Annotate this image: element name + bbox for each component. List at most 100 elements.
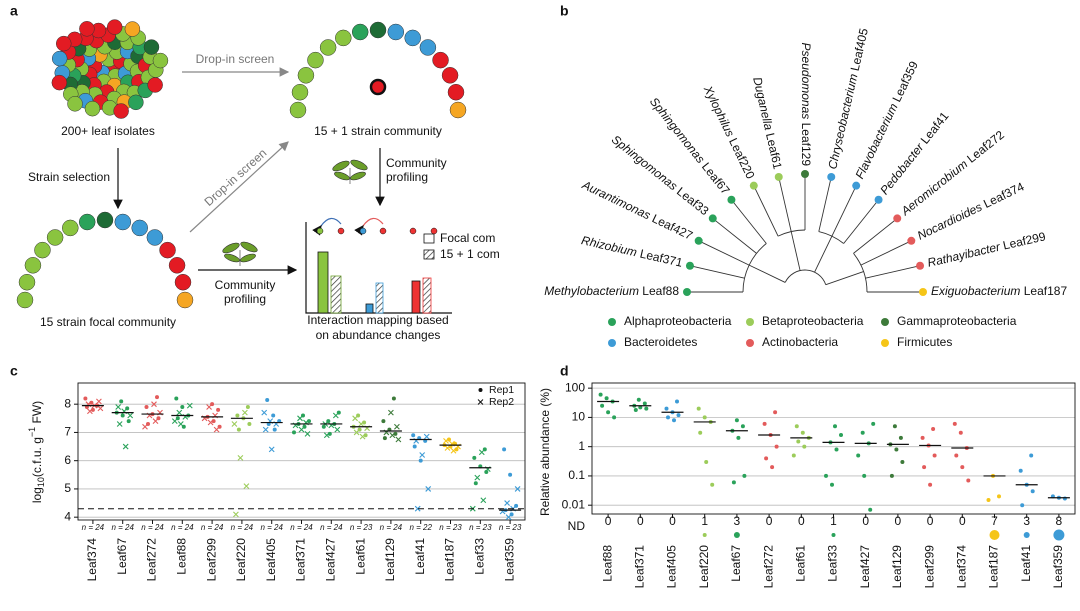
x-tick-label: Leaf299 xyxy=(922,545,936,589)
x-tick-label: Leaf371 xyxy=(632,545,646,589)
point xyxy=(889,473,894,478)
x-tick-label: Leaf129 xyxy=(383,538,397,582)
legend-dot xyxy=(881,339,889,347)
point xyxy=(142,423,148,430)
strain xyxy=(62,219,79,237)
strain: Leaf187 xyxy=(1024,284,1068,298)
n-label: n = 22 xyxy=(409,523,432,532)
dot xyxy=(359,227,367,235)
nd-count: 8 xyxy=(1056,514,1063,528)
strain: Leaf405 xyxy=(848,27,871,73)
strain xyxy=(319,39,337,56)
point xyxy=(206,404,212,410)
branch xyxy=(689,265,745,279)
point xyxy=(696,406,701,411)
point xyxy=(152,418,159,425)
plant xyxy=(222,241,258,266)
point xyxy=(931,427,936,432)
point xyxy=(83,396,88,401)
isolate xyxy=(143,39,160,55)
y-tick-label: 0.1 xyxy=(568,468,585,482)
point xyxy=(381,419,386,424)
point xyxy=(242,409,248,416)
point xyxy=(358,421,364,427)
genus: Chryseobacterium xyxy=(825,72,860,170)
branch xyxy=(790,231,801,271)
point xyxy=(180,405,185,410)
strain: Leaf129 xyxy=(799,123,813,167)
point xyxy=(261,409,268,416)
branch xyxy=(778,176,792,232)
x-tick-label: Leaf61 xyxy=(793,545,807,582)
x-tick-label: Leaf61 xyxy=(353,538,367,575)
point xyxy=(740,424,745,429)
point xyxy=(472,455,477,460)
x-tick-label: Leaf41 xyxy=(1019,545,1033,582)
point xyxy=(122,443,129,450)
point xyxy=(604,396,609,401)
strain xyxy=(78,213,96,231)
leaf-dot xyxy=(893,214,902,223)
point xyxy=(606,410,611,415)
point xyxy=(986,498,991,503)
leaf-dot xyxy=(683,288,691,296)
strain xyxy=(441,67,459,84)
point xyxy=(898,435,903,440)
isolate xyxy=(106,19,123,35)
n-label: n = 24 xyxy=(141,523,164,532)
bar xyxy=(330,275,342,314)
panel-label: a xyxy=(10,3,18,19)
point xyxy=(395,436,402,443)
point xyxy=(391,396,396,401)
branch xyxy=(865,265,921,279)
caption: 200+ leaf isolates xyxy=(61,124,155,138)
genus: Rhizobium xyxy=(580,233,638,259)
nd-count: 0 xyxy=(637,514,644,528)
point xyxy=(830,482,834,487)
strain xyxy=(307,51,324,69)
point xyxy=(144,405,149,410)
schematic-axes xyxy=(305,222,452,314)
caption: on abundance changes xyxy=(316,328,441,342)
genus: Methylobacterium xyxy=(544,284,639,298)
strain xyxy=(174,273,192,291)
point xyxy=(922,465,927,470)
x-tick-label: Leaf427 xyxy=(858,545,872,589)
x-tick-label: Leaf272 xyxy=(145,538,159,582)
genus: Duganella xyxy=(750,76,776,132)
point xyxy=(332,412,339,419)
branch xyxy=(843,199,879,244)
nd-count: 0 xyxy=(927,514,934,528)
strain xyxy=(34,241,51,259)
point xyxy=(412,444,417,449)
point xyxy=(151,401,157,408)
y-tick-label: 6 xyxy=(64,453,71,467)
point xyxy=(171,418,178,425)
point xyxy=(698,430,703,435)
point xyxy=(794,424,799,429)
n-label: n = 24 xyxy=(171,523,194,532)
isolate xyxy=(51,50,68,67)
dot xyxy=(316,227,324,235)
leaf-dot xyxy=(685,261,694,270)
strain xyxy=(419,39,437,56)
point xyxy=(868,507,873,512)
x-tick-label: Leaf405 xyxy=(665,545,679,589)
nd-count: 7 xyxy=(991,514,998,528)
nd-count: 0 xyxy=(766,514,773,528)
nd-dot xyxy=(1053,529,1065,541)
n-label: n = 24 xyxy=(380,523,403,532)
point xyxy=(96,398,102,405)
point xyxy=(292,430,296,435)
nd-count: 0 xyxy=(798,514,805,528)
x-tick-label: Leaf427 xyxy=(323,538,337,582)
strain: Leaf374 xyxy=(981,179,1026,211)
point xyxy=(773,410,778,415)
strain xyxy=(159,241,176,259)
point xyxy=(774,444,779,449)
legend-label: 15 + 1 com xyxy=(440,247,500,261)
legend-label: Rep1 xyxy=(489,384,514,396)
point xyxy=(389,432,396,439)
legend-label: Actinobacteria xyxy=(762,335,838,349)
point xyxy=(473,481,478,486)
